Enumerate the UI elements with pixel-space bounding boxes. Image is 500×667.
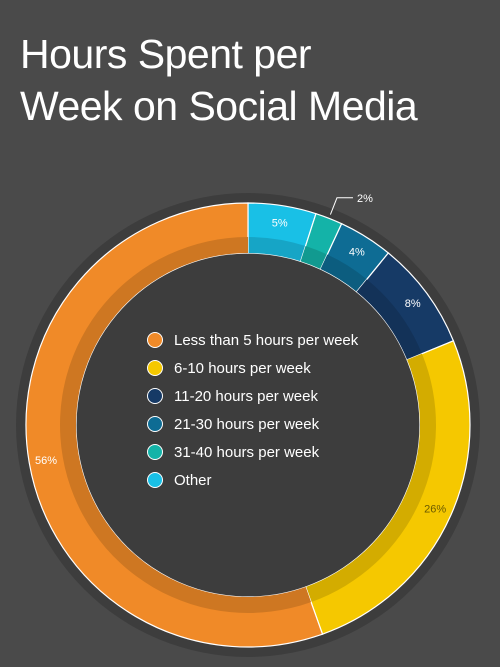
slice-label-21-30-hours-per-week: 4%: [349, 246, 365, 258]
legend-swatch: [147, 388, 163, 404]
slice-inner-band-other: [248, 237, 306, 262]
legend-label: 11-20 hours per week: [174, 387, 318, 405]
legend-item: 11-20 hours per week: [147, 382, 358, 410]
slice-inner-band-11-20-hours-per-week: [356, 279, 422, 360]
legend-item: Other: [147, 466, 358, 494]
donut-backdrop: [16, 193, 480, 657]
slice-label-less-than-5-hours-per-week: 56%: [35, 455, 57, 467]
chart-legend: Less than 5 hours per week 6-10 hours per…: [147, 326, 358, 494]
legend-item: 31-40 hours per week: [147, 438, 358, 466]
legend-label: 31-40 hours per week: [174, 443, 320, 461]
slice-label-other: 5%: [272, 217, 288, 229]
slice-label-31-40-hours-per-week: 2%: [357, 193, 373, 205]
chart-title-line-2: Week on Social Media: [20, 83, 418, 129]
legend-label: Less than 5 hours per week: [174, 331, 359, 349]
slice-label-11-20-hours-per-week: 8%: [405, 298, 421, 310]
legend-swatch: [147, 416, 163, 432]
legend-label: 6-10 hours per week: [174, 359, 311, 377]
legend-item: 6-10 hours per week: [147, 354, 358, 382]
legend-label: Other: [174, 471, 212, 489]
chart-title: Hours Spent per Week on Social Media: [20, 28, 480, 132]
slice-inner-band-21-30-hours-per-week: [320, 254, 367, 292]
legend-swatch: [147, 472, 163, 488]
legend-swatch: [147, 360, 163, 376]
legend-item: 21-30 hours per week: [147, 410, 358, 438]
slice-inner-band-31-40-hours-per-week: [300, 246, 328, 270]
legend-swatch: [147, 332, 163, 348]
slice-label-6-10-hours-per-week: 26%: [424, 504, 446, 516]
slice-leader-line-31-40-hours-per-week: [329, 197, 353, 215]
legend-item: Less than 5 hours per week: [147, 326, 358, 354]
legend-label: 21-30 hours per week: [174, 415, 320, 433]
legend-swatch: [147, 444, 163, 460]
slice-inner-band-6-10-hours-per-week: [305, 353, 436, 603]
chart-title-line-1: Hours Spent per: [20, 31, 312, 77]
